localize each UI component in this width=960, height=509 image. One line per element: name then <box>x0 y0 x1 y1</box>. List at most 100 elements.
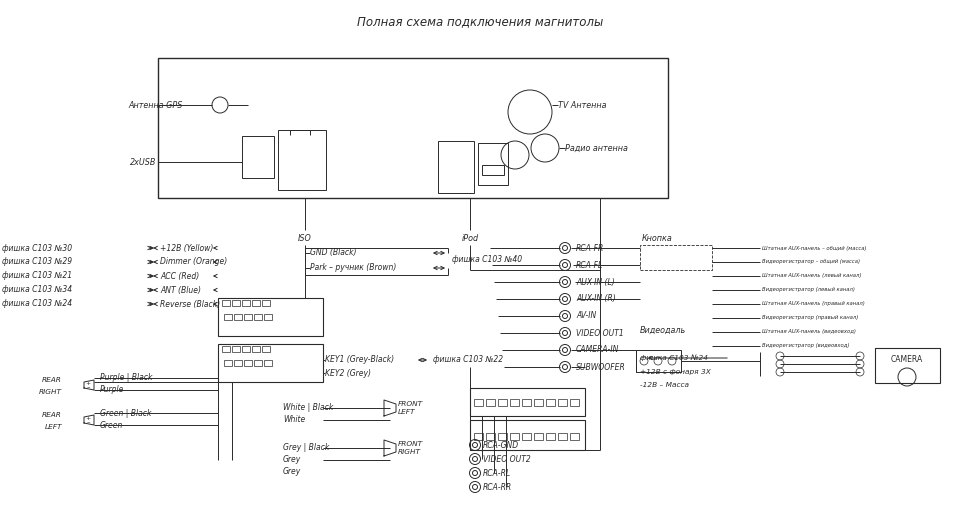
Bar <box>158 58 668 198</box>
Bar <box>498 433 507 440</box>
Bar <box>254 314 262 320</box>
Text: RCA-RL: RCA-RL <box>483 468 511 477</box>
Text: FRONT
RIGHT: FRONT RIGHT <box>398 441 423 455</box>
Bar <box>232 300 240 306</box>
Text: Видеорегистратор (видеовход): Видеорегистратор (видеовход) <box>762 344 850 349</box>
Text: RCA-FL: RCA-FL <box>576 261 603 269</box>
Bar <box>510 399 519 406</box>
Text: SUBWOOFER: SUBWOOFER <box>576 362 626 372</box>
Text: Grey | Black: Grey | Black <box>283 443 329 453</box>
Text: Видеодаль: Видеодаль <box>640 325 686 334</box>
Text: Штатная AUX-панель (правый канал): Штатная AUX-панель (правый канал) <box>762 301 865 306</box>
Text: REAR: REAR <box>42 412 62 418</box>
Bar <box>498 399 507 406</box>
Text: фишка С103 №22: фишка С103 №22 <box>433 355 503 364</box>
Bar <box>546 399 555 406</box>
Bar <box>222 346 230 352</box>
Text: Grey: Grey <box>283 456 301 465</box>
Bar <box>636 350 681 372</box>
Bar <box>264 360 272 366</box>
Text: Штатная AUX-панель (левый канал): Штатная AUX-панель (левый канал) <box>762 273 861 278</box>
Text: ACC (Red): ACC (Red) <box>160 271 200 280</box>
Bar <box>558 433 567 440</box>
Text: KEY2 (Grey): KEY2 (Grey) <box>325 369 371 378</box>
Text: Purple: Purple <box>100 385 125 394</box>
Text: AV-IN: AV-IN <box>576 312 596 321</box>
Text: Park – ручник (Brown): Park – ручник (Brown) <box>310 264 396 272</box>
Text: Штатная AUX-панель (видеовход): Штатная AUX-панель (видеовход) <box>762 329 856 334</box>
Text: фишка С103 №21: фишка С103 №21 <box>2 271 72 280</box>
Text: +12В (Yellow): +12В (Yellow) <box>160 243 213 252</box>
Text: RIGHT: RIGHT <box>39 389 62 395</box>
Text: ISO: ISO <box>299 234 312 242</box>
Bar <box>546 433 555 440</box>
Text: Reverse (Black): Reverse (Black) <box>160 299 220 308</box>
Text: VIDEO OUT1: VIDEO OUT1 <box>576 328 624 337</box>
Text: Радио антенна: Радио антенна <box>565 144 628 153</box>
Text: VIDEO OUT2: VIDEO OUT2 <box>483 455 531 464</box>
Text: REAR: REAR <box>42 377 62 383</box>
Bar <box>242 346 250 352</box>
Text: iPod: iPod <box>462 234 479 242</box>
Bar <box>470 420 585 450</box>
Text: фишка С103 №24: фишка С103 №24 <box>2 299 72 308</box>
Bar <box>244 314 252 320</box>
Text: фишка С103 №30: фишка С103 №30 <box>2 243 72 252</box>
Text: RCA-RR: RCA-RR <box>483 483 512 492</box>
Text: +: + <box>85 381 90 386</box>
Text: -12В – Масса: -12В – Масса <box>640 382 689 388</box>
Bar <box>264 314 272 320</box>
Text: White: White <box>283 415 305 425</box>
Bar <box>262 300 270 306</box>
Bar <box>534 433 543 440</box>
Bar <box>474 399 483 406</box>
Text: Видеорегистратор (правый канал): Видеорегистратор (правый канал) <box>762 316 858 321</box>
Text: Антенна GPS: Антенна GPS <box>128 100 182 109</box>
Bar <box>278 130 326 190</box>
Bar <box>234 314 242 320</box>
Bar <box>438 141 474 193</box>
Bar <box>252 346 260 352</box>
Bar <box>522 433 531 440</box>
Bar <box>222 300 230 306</box>
Bar <box>470 388 585 416</box>
Bar <box>262 346 270 352</box>
Text: фишка С103 №24: фишка С103 №24 <box>640 355 708 361</box>
Text: Purple | Black: Purple | Black <box>100 374 153 382</box>
Bar <box>224 360 232 366</box>
Bar <box>254 360 262 366</box>
Text: +12В с фонаря 3Х: +12В с фонаря 3Х <box>640 369 710 375</box>
Text: –: – <box>86 419 89 425</box>
Text: Dimmer (Orange): Dimmer (Orange) <box>160 258 228 267</box>
Bar <box>570 433 579 440</box>
Text: KEY1 (Grey-Black): KEY1 (Grey-Black) <box>325 355 395 364</box>
Bar <box>478 143 508 185</box>
Bar <box>534 399 543 406</box>
Text: –: – <box>86 384 89 390</box>
Bar <box>232 346 240 352</box>
Text: Видеорегистратор (левый канал): Видеорегистратор (левый канал) <box>762 288 854 293</box>
Bar <box>242 136 274 178</box>
Bar <box>482 165 504 175</box>
Bar <box>486 399 495 406</box>
Text: TV Антенна: TV Антенна <box>558 100 607 109</box>
Text: RCA-GND: RCA-GND <box>483 440 519 449</box>
Text: LEFT: LEFT <box>44 424 62 430</box>
Text: Кнопка: Кнопка <box>642 234 673 242</box>
Bar <box>510 433 519 440</box>
Bar <box>522 399 531 406</box>
Text: White | Black: White | Black <box>283 404 333 412</box>
Text: GND (Black): GND (Black) <box>310 248 356 258</box>
Bar <box>875 348 940 383</box>
Text: Grey: Grey <box>283 467 301 476</box>
Text: Полная схема подключения магнитолы: Полная схема подключения магнитолы <box>357 15 603 29</box>
Bar <box>224 314 232 320</box>
Bar <box>218 344 323 382</box>
Text: AUX-IN (L): AUX-IN (L) <box>576 277 614 287</box>
Bar <box>486 433 495 440</box>
Text: Green | Black: Green | Black <box>100 409 152 417</box>
Bar <box>242 300 250 306</box>
Bar <box>570 399 579 406</box>
Text: RCA-FR: RCA-FR <box>576 243 604 252</box>
Text: ANT (Blue): ANT (Blue) <box>160 286 201 295</box>
